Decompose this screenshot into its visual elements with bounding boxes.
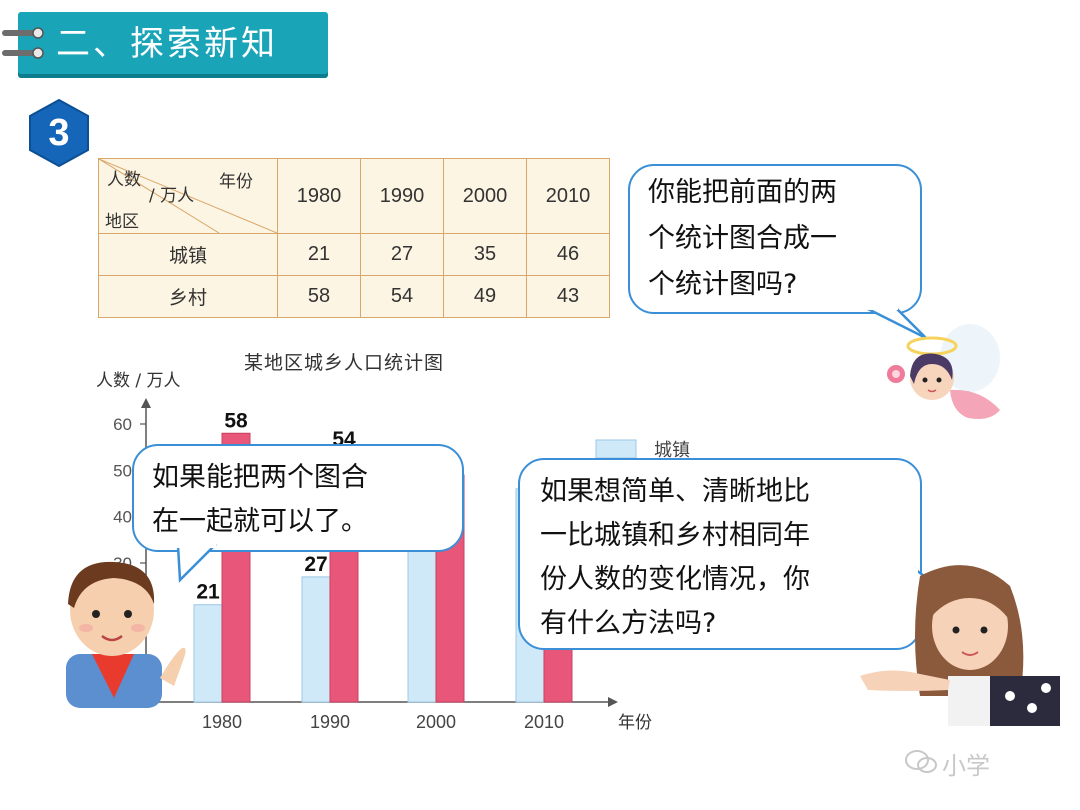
table-cell: 49 [443, 275, 527, 318]
population-table: 年份 人数 / 万人 地区 1980 1990 2000 2010 城镇 21 … [98, 158, 610, 318]
bubble-line: 份人数的变化情况，你 [540, 564, 810, 595]
table-cell: 21 [277, 233, 361, 276]
bubble-line: 你能把前面的两 [648, 177, 837, 208]
x-axis-arrow [608, 697, 618, 707]
corner-unit-label: / 万人 [149, 186, 195, 206]
corner-year-label: 年份 [219, 172, 253, 192]
section-header-tab [18, 12, 328, 74]
bar [193, 604, 223, 703]
x-axis-label: 年份 [618, 713, 652, 733]
x-tick-label: 2010 [524, 712, 564, 732]
table-cell: 35 [443, 233, 527, 276]
boy-illustration [66, 561, 186, 708]
bubble-line: 个统计图合成一 [648, 223, 837, 254]
bubble-line: 在一起就可以了。 [152, 506, 368, 537]
teacher-speech-bubble: 如果想简单、清晰地比 一比城镇和乡村相同年 份人数的变化情况，你 有什么方法吗? [518, 458, 958, 650]
table-corner-header: 年份 人数 / 万人 地区 [98, 158, 278, 234]
table-cell: 43 [526, 275, 610, 318]
data-label: 58 [224, 409, 248, 432]
bubble-line: 如果能把两个图合 [152, 462, 368, 493]
y-tick-label: 40 [113, 508, 132, 527]
data-label: 27 [304, 553, 327, 576]
row-label-town: 城镇 [98, 233, 278, 276]
boy-speech-bubble: 如果能把两个图合 在一起就可以了。 [132, 444, 464, 583]
table-cell: 58 [277, 275, 361, 318]
corner-diagonals [99, 159, 277, 233]
table-cell: 27 [360, 233, 444, 276]
problem-number: 3 [48, 112, 70, 154]
bubble-line: 如果想简单、清晰地比 [540, 476, 810, 507]
table-cell: 46 [526, 233, 610, 276]
year-header: 2010 [526, 158, 610, 234]
legend-swatch [595, 439, 637, 459]
watermark-text: 小学 [942, 752, 990, 780]
section-title: 二、探索新知 [56, 24, 278, 64]
year-header: 2000 [443, 158, 527, 234]
chart-title: 某地区城乡人口统计图 [244, 352, 445, 374]
x-tick-label: 2000 [416, 712, 456, 732]
corner-people-label: 人数 [107, 170, 141, 190]
problem-number-badge [29, 98, 89, 168]
binder-rings-icon [2, 27, 44, 59]
angel-speech-bubble: 你能把前面的两 个统计图合成一 个统计图吗? [628, 164, 927, 340]
teacher-illustration [860, 565, 1060, 726]
bar [407, 539, 437, 703]
corner-region-label: 地区 [105, 212, 139, 232]
angel-illustration [887, 324, 1000, 419]
bubble-line: 有什么方法吗? [540, 608, 717, 639]
year-header: 1990 [360, 158, 444, 234]
bubble-line: 个统计图吗? [648, 269, 798, 300]
x-tick-label: 1990 [310, 712, 350, 732]
year-header: 1980 [277, 158, 361, 234]
y-tick-label: 60 [113, 415, 132, 434]
bubble-line: 一比城镇和乡村相同年 [540, 520, 810, 551]
bubble-tail [864, 304, 927, 340]
bubble-tail [176, 542, 218, 583]
x-tick-label: 1980 [202, 712, 242, 732]
bar [301, 576, 331, 703]
table-cell: 54 [360, 275, 444, 318]
y-axis-label: 人数 / 万人 [96, 371, 181, 391]
wechat-icon [905, 750, 937, 773]
y-axis-arrow [141, 398, 151, 408]
y-tick-label: 50 [113, 461, 132, 480]
row-label-village: 乡村 [98, 275, 278, 318]
